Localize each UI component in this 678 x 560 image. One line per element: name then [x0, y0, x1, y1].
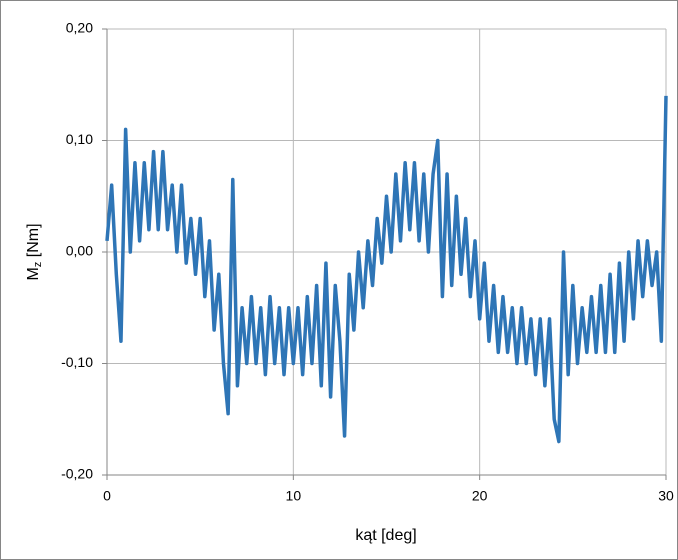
x-tick-label: 10	[286, 488, 302, 504]
x-axis-label: kąt [deg]	[355, 527, 416, 544]
y-axis-label: Mz [Nm]	[25, 223, 44, 280]
y-label-unit: [Nm]	[25, 223, 42, 261]
y-tick-label: 0,10	[66, 131, 93, 147]
y-tick-label: -0,10	[61, 354, 93, 370]
y-label-sub: z	[32, 262, 44, 268]
y-tick-label: 0,00	[66, 243, 93, 259]
y-tick-label: -0,20	[61, 466, 93, 482]
x-tick-label: 0	[103, 488, 111, 504]
data-line	[105, 95, 668, 444]
y-label-main: M	[25, 267, 42, 280]
x-tick-label: 20	[472, 488, 488, 504]
x-tick-label: 30	[658, 488, 674, 504]
y-tick-label: 0,20	[66, 20, 93, 36]
